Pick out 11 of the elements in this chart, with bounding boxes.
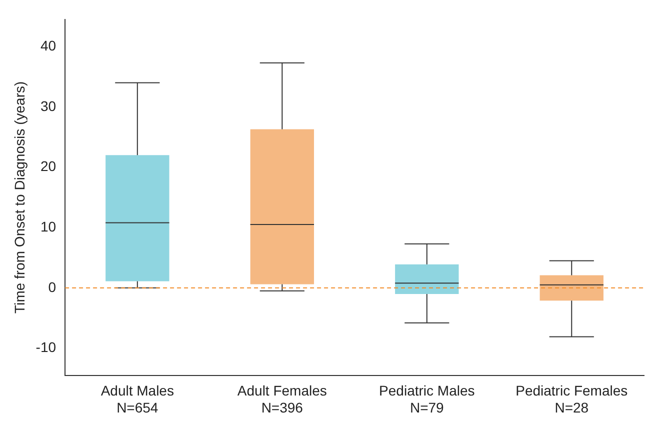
x-tick-label: Pediatric Females N=28 (516, 382, 628, 416)
y-axis-title: Time from Onset to Diagnosis (years) (11, 81, 28, 314)
y-tick-label: 40 (40, 37, 56, 54)
y-tick-label: 0 (48, 278, 56, 295)
y-tick-label: 20 (40, 158, 56, 174)
y-tick-label: -10 (36, 339, 56, 356)
x-tick-label: Adult Males N=654 (100, 382, 174, 416)
y-tick-label: 10 (40, 218, 56, 234)
x-tick-label: Adult Females N=396 (237, 382, 327, 416)
y-tick-label: 30 (40, 98, 56, 114)
x-tick-label: Pediatric Males N=79 (379, 382, 475, 416)
